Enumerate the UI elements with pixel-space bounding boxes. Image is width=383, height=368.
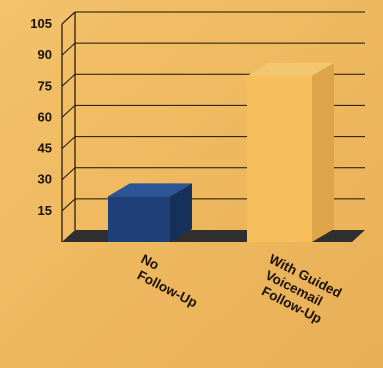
bars (108, 62, 334, 243)
y-axis-ticks: 15 30 45 60 75 90 105 (30, 16, 52, 218)
bar-2 (247, 62, 334, 243)
y-tick-label: 15 (38, 203, 52, 218)
axes (61, 11, 76, 242)
y-tick-label: 105 (30, 16, 52, 31)
bar-top (108, 183, 192, 197)
wall-gridline (61, 42, 76, 56)
wall-gridline (61, 73, 76, 87)
wall-gridline (61, 105, 76, 118)
y-tick-label: 90 (38, 47, 52, 62)
wall-gridline (61, 136, 76, 149)
wall-top-edge (61, 11, 76, 25)
y-tick-label: 60 (38, 109, 52, 124)
y-tick-label: 30 (38, 172, 52, 187)
bar-front (247, 75, 312, 243)
bar-1 (108, 183, 192, 242)
wall-gridline (61, 167, 76, 181)
bar-top (247, 62, 334, 76)
wall-gridline (61, 198, 76, 212)
bar-front (108, 196, 170, 242)
y-tick-label: 45 (38, 141, 52, 156)
x-tick-label-line: No (139, 251, 162, 273)
y-tick-label: 75 (38, 78, 52, 93)
bar-side (170, 183, 192, 242)
bar-side (312, 62, 334, 243)
